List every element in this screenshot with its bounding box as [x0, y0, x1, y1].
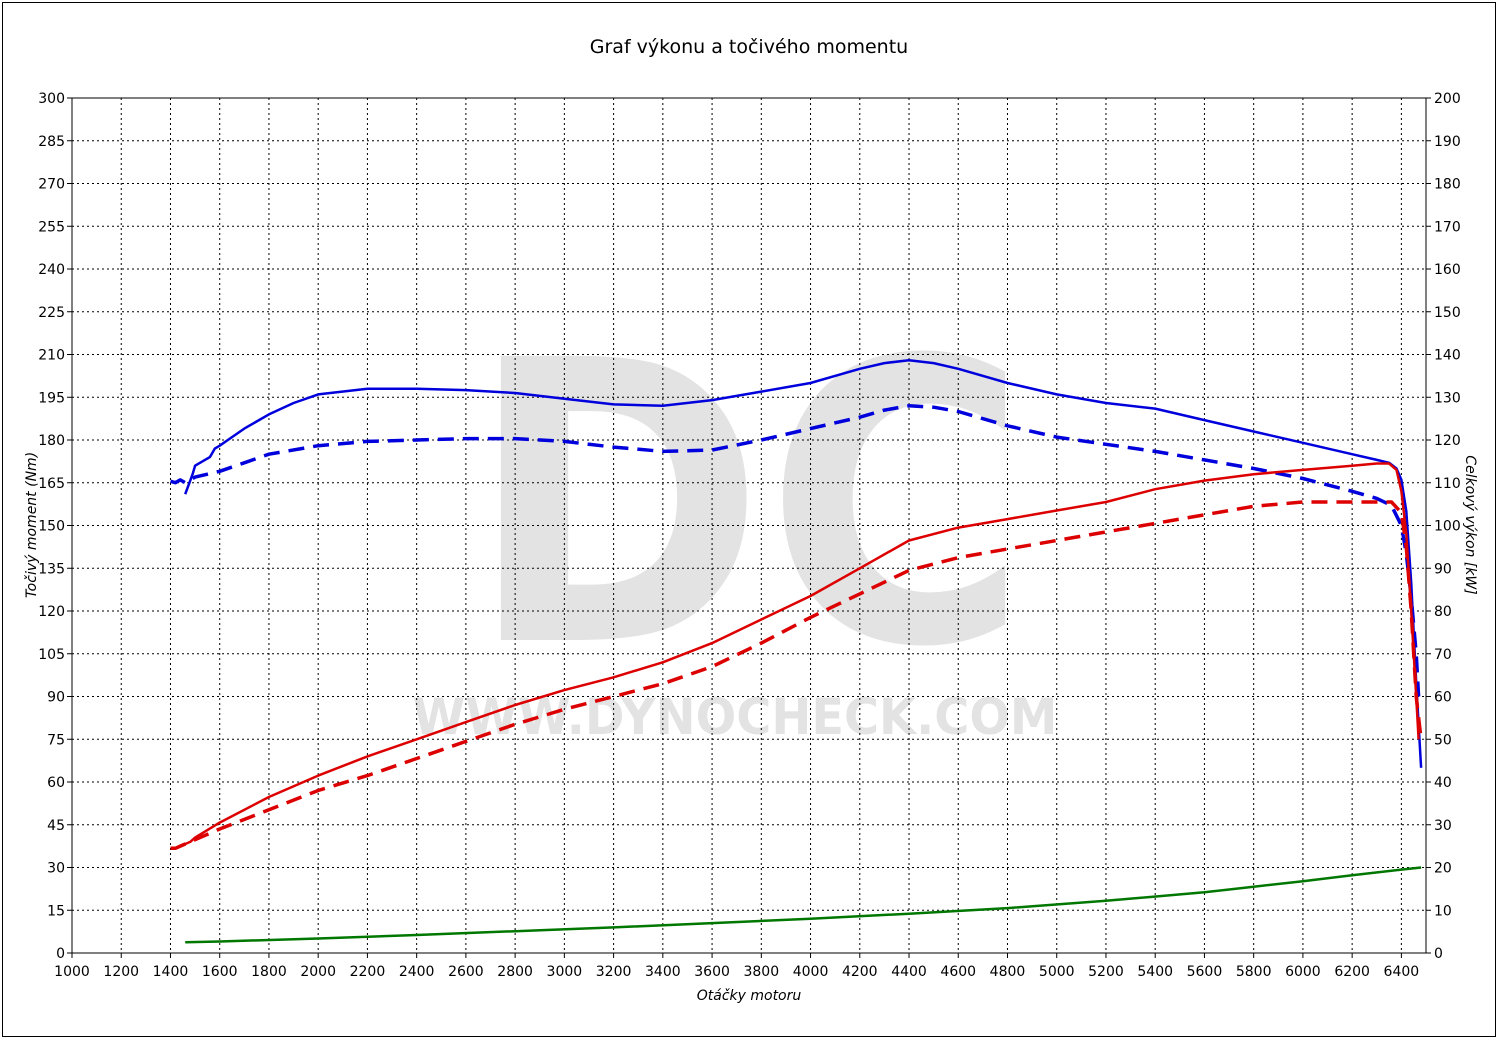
y-left-tick-label: 180	[38, 433, 65, 449]
x-tick-label: 4800	[990, 964, 1026, 980]
x-tick-label: 4200	[842, 964, 878, 980]
y-right-tick-label: 200	[1434, 91, 1461, 107]
y-right-tick-label: 160	[1434, 262, 1461, 278]
y-left-tick-label: 165	[38, 476, 65, 492]
y-right-tick-label: 130	[1434, 390, 1461, 406]
y-right-tick-label: 50	[1434, 732, 1452, 748]
x-tick-label: 5800	[1236, 964, 1272, 980]
x-tick-label: 3600	[694, 964, 730, 980]
x-tick-label: 2600	[448, 964, 484, 980]
y-left-tick-label: 120	[38, 604, 65, 620]
x-tick-label: 6000	[1285, 964, 1321, 980]
x-tick-label: 5200	[1088, 964, 1124, 980]
y-right-tick-label: 40	[1434, 775, 1452, 791]
x-tick-label: 2400	[399, 964, 435, 980]
y-left-tick-label: 135	[38, 561, 65, 577]
y-right-tick-label: 140	[1434, 348, 1461, 364]
y-right-tick-label: 70	[1434, 647, 1452, 663]
x-tick-label: 1800	[251, 964, 287, 980]
series-line-1	[184, 358, 1423, 768]
y-left-tick-label: 75	[47, 732, 65, 748]
y-left-tick-label: 300	[38, 91, 65, 107]
y-left-tick-label: 150	[38, 519, 65, 535]
x-tick-label: 6400	[1384, 964, 1420, 980]
x-tick-label: 3200	[596, 964, 632, 980]
x-tick-label: 1600	[202, 964, 238, 980]
grid	[72, 98, 1426, 953]
x-tick-label: 2200	[350, 964, 386, 980]
x-tick-label: 1400	[153, 964, 189, 980]
x-tick-label: 5000	[1039, 964, 1075, 980]
x-tick-label: 6200	[1334, 964, 1370, 980]
y-right-tick-label: 10	[1434, 903, 1452, 919]
y-left-tick-label: 60	[47, 775, 65, 791]
y-right-tick-label: 20	[1434, 861, 1452, 877]
y-left-tick-label: 225	[38, 305, 65, 321]
chart-title: Graf výkonu a točivého momentu	[590, 36, 908, 58]
y-right-tick-label: 80	[1434, 604, 1452, 620]
y-left-tick-label: 270	[38, 177, 65, 193]
series-line-4	[170, 500, 1423, 851]
watermark-text: WWW.DYNOCHECK.COM	[413, 688, 1058, 746]
y-right-tick-label: 150	[1434, 305, 1461, 321]
x-tick-label: 3800	[743, 964, 779, 980]
watermark-logo: DC	[468, 278, 1028, 732]
y-right-tick-label: 170	[1434, 219, 1461, 235]
x-tick-label: 2800	[497, 964, 533, 980]
watermark: DC WWW.DYNOCHECK.COM	[413, 278, 1058, 746]
y-axis-label-left: Točivý moment (Nm)	[24, 452, 40, 598]
series-line-3	[184, 462, 1420, 846]
y-left-tick-label: 105	[38, 647, 65, 663]
y-left-tick-label: 285	[38, 134, 65, 150]
y-right-tick-label: 190	[1434, 134, 1461, 150]
series-line-5	[185, 866, 1422, 944]
series-group	[170, 358, 1423, 944]
x-tick-label: 5400	[1137, 964, 1173, 980]
y-left-tick-label: 195	[38, 390, 65, 406]
series-line-2	[170, 404, 1421, 697]
x-axis-label: Otáčky motoru	[697, 988, 802, 1004]
y-right-tick-label: 110	[1434, 476, 1461, 492]
y-left-tick-label: 15	[47, 903, 65, 919]
x-tick-label: 5600	[1187, 964, 1223, 980]
y-left-tick-label: 0	[56, 946, 65, 962]
axis-ticks: 1000 1200 1400 1600 1800 2000 2200 2400 2600 2800…	[38, 91, 1460, 980]
y-axis-label-right: Celkový výkon [kW]	[1462, 455, 1478, 594]
y-right-tick-label: 0	[1434, 946, 1443, 962]
x-tick-label: 3400	[645, 964, 681, 980]
x-tick-label: 4400	[891, 964, 927, 980]
y-right-tick-label: 120	[1434, 433, 1461, 449]
y-right-tick-label: 90	[1434, 561, 1452, 577]
y-right-tick-label: 30	[1434, 818, 1452, 834]
y-left-tick-label: 240	[38, 262, 65, 278]
x-tick-label: 2000	[300, 964, 336, 980]
x-tick-label: 3000	[547, 964, 583, 980]
y-left-tick-label: 45	[47, 818, 65, 834]
y-left-tick-label: 90	[47, 690, 65, 706]
y-right-tick-label: 100	[1434, 519, 1461, 535]
y-left-tick-label: 30	[47, 861, 65, 877]
x-tick-label: 1000	[54, 964, 90, 980]
y-right-tick-label: 60	[1434, 690, 1452, 706]
x-tick-label: 1200	[103, 964, 139, 980]
x-tick-label: 4000	[793, 964, 829, 980]
x-tick-label: 4600	[940, 964, 976, 980]
y-right-tick-label: 180	[1434, 177, 1461, 193]
y-left-tick-label: 255	[38, 219, 65, 235]
y-left-tick-label: 210	[38, 348, 65, 364]
